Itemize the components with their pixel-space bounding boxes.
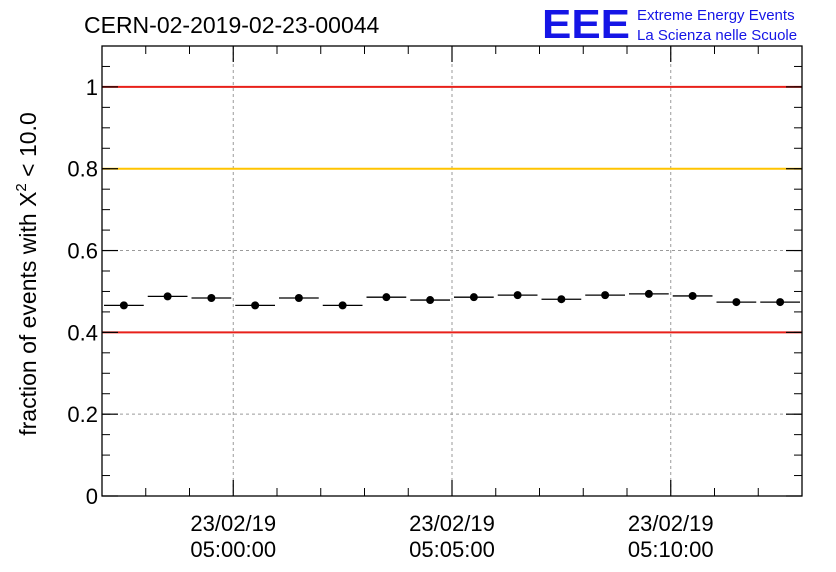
data-point: [469, 293, 478, 302]
y-tick-label: 0: [86, 484, 98, 509]
y-tick-label: 1: [86, 75, 98, 100]
data-point: [776, 298, 785, 307]
y-tick-label: 0.2: [67, 402, 98, 427]
data-point: [513, 291, 522, 300]
data-point: [688, 291, 697, 300]
x-tick-label-time: 05:00:00: [190, 537, 276, 562]
y-tick-label: 0.6: [67, 239, 98, 264]
x-tick-labels: 23/02/1905:00:0023/02/1905:05:0023/02/19…: [190, 511, 713, 562]
chart-title: CERN-02-2019-02-23-00044: [84, 12, 380, 38]
data-point: [294, 294, 303, 302]
data-point: [732, 298, 741, 307]
y-axis-label: fraction of events with X2 < 10.0: [13, 112, 41, 436]
x-tick-label-date: 23/02/19: [628, 511, 714, 536]
y-axis-label-superscript: 2: [13, 183, 30, 191]
y-tick-label: 0.8: [67, 157, 98, 182]
y-tick-label: 0.4: [67, 320, 98, 345]
y-axis-label-prefix: fraction of events with: [15, 207, 41, 436]
x-tick-label-time: 05:05:00: [409, 537, 495, 562]
y-axis-label-symbol: X: [15, 192, 41, 207]
data-point: [251, 301, 260, 310]
data-point: [207, 294, 216, 302]
data-series: [104, 289, 800, 310]
data-point: [426, 296, 435, 305]
data-point: [601, 291, 610, 300]
data-point: [119, 301, 128, 310]
x-tick-label-date: 23/02/19: [409, 511, 495, 536]
x-tick-label-date: 23/02/19: [190, 511, 276, 536]
eee-logo-line1: Extreme Energy Events: [637, 7, 795, 24]
x-tick-label-time: 05:10:00: [628, 537, 714, 562]
eee-logo-mark: EEE: [542, 1, 630, 47]
data-point: [338, 301, 347, 310]
plot-frame: [101, 45, 803, 497]
data-point: [163, 292, 172, 301]
data-point: [644, 289, 653, 298]
eee-logo: EEE Extreme Energy Events La Scienza nel…: [542, 1, 797, 47]
y-tick-labels: 0 0.2 0.4 0.6 0.8 1: [67, 75, 98, 509]
eee-logo-line2: La Scienza nelle Scuole: [637, 27, 797, 44]
data-point: [382, 293, 391, 302]
data-point: [557, 295, 566, 304]
reference-lines: [102, 85, 802, 334]
y-axis-label-suffix: < 10.0: [15, 112, 41, 183]
